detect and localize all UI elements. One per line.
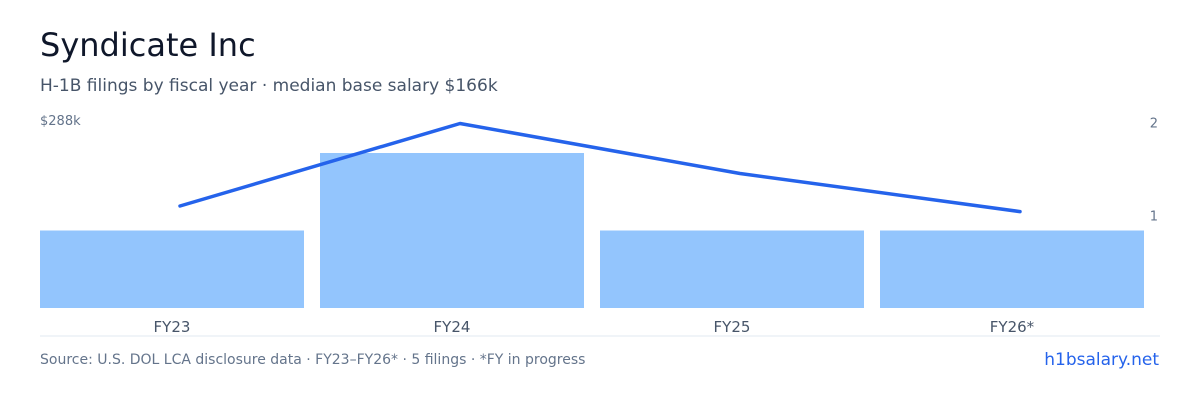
x-axis-tick-label: FY26* [990, 318, 1035, 336]
right-axis-ticks: 12 [1150, 117, 1158, 225]
bar-fy23 [40, 230, 304, 308]
series-line [178, 121, 1022, 214]
x-axis-tick-label: FY24 [434, 318, 471, 336]
bar-fy26 [880, 230, 1144, 308]
bar-fy25 [600, 230, 864, 308]
bar-fy24 [320, 153, 584, 308]
right-axis-tick-label: 2 [1150, 117, 1158, 132]
x-axis-tick-label: FY23 [154, 318, 191, 336]
right-axis-tick-label: 1 [1150, 209, 1158, 224]
x-axis-tick-label: FY25 [714, 318, 751, 336]
page-title: Syndicate Inc [40, 26, 256, 64]
x-axis-tick-labels: FY23 FY24 FY25 FY26* [154, 318, 1035, 336]
page-subtitle: H-1B filings by fiscal year · median bas… [40, 76, 498, 96]
left-axis-tick-label: $288k [40, 114, 81, 129]
source-note: Source: U.S. DOL LCA disclosure data · F… [40, 352, 586, 368]
site-link[interactable]: h1bsalary.net [1044, 350, 1159, 370]
bar-group [40, 153, 1144, 308]
